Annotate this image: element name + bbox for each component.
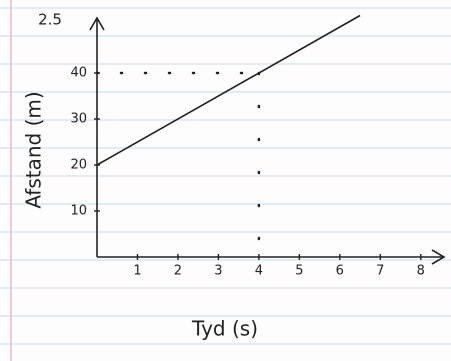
y-tick-label: 30 <box>70 112 87 127</box>
y-tick-label: 40 <box>70 66 87 81</box>
x-tick-label: 4 <box>255 264 263 279</box>
annotation: 2.5 <box>38 11 62 29</box>
y-tick-label: 20 <box>70 158 87 173</box>
paper <box>0 0 451 361</box>
x-tick-label: 3 <box>214 264 222 279</box>
x-tick-label: 5 <box>295 264 303 279</box>
chart: 2.5 Tyd (s) Afstand (m) 1 2 3 4 5 6 7 8 10 20 30 40 <box>0 0 451 361</box>
x-tick-label: 7 <box>376 264 384 279</box>
x-tick-label: 6 <box>336 264 344 279</box>
x-tick-label: 1 <box>133 264 141 279</box>
x-tick-label: 8 <box>417 264 425 279</box>
x-tick-label: 2 <box>174 264 182 279</box>
x-axis-label: Tyd (s) <box>191 317 258 341</box>
y-axis-label: Afstand (m) <box>22 91 46 208</box>
y-tick-label: 10 <box>70 204 87 219</box>
